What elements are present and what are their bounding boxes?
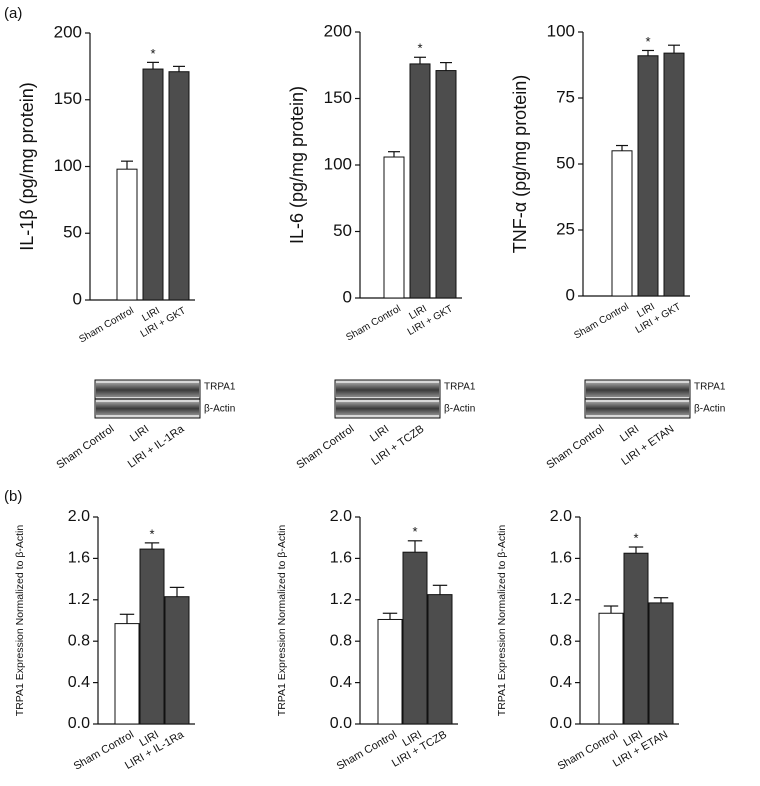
bar — [168, 71, 190, 301]
bar — [623, 552, 649, 725]
y-tick-label: 0.8 — [68, 632, 90, 649]
bar — [164, 596, 190, 725]
blot-category-label: LIRI — [128, 423, 151, 444]
blot-band-label: TRPA1 — [204, 382, 236, 393]
y-tick-label: 0.0 — [330, 715, 352, 732]
bar — [637, 55, 659, 297]
y-tick-label: 50 — [63, 223, 82, 242]
significance-mark: * — [633, 530, 638, 545]
significance-mark: * — [149, 526, 154, 541]
blot-category-label: LIRI — [368, 423, 391, 444]
bar — [598, 612, 624, 725]
y-tick-label: 0 — [566, 285, 575, 304]
y-axis-label: TNF-α (pg/mg protein) — [510, 75, 530, 253]
y-tick-label: 0.0 — [550, 715, 572, 732]
y-tick-label: 200 — [54, 22, 82, 41]
bar — [114, 623, 140, 725]
y-tick-label: 25 — [556, 219, 575, 238]
y-tick-label: 0.8 — [550, 632, 572, 649]
bar — [142, 68, 164, 301]
blot-category-label: Sham Control — [544, 423, 606, 471]
significance-mark: * — [150, 46, 155, 61]
bar — [648, 602, 674, 725]
blot-category-label: Sham Control — [294, 423, 356, 471]
y-tick-label: 0.4 — [330, 674, 352, 691]
y-axis-label: IL-1β (pg/mg protein) — [17, 82, 37, 250]
blot-band — [586, 383, 689, 397]
y-tick-label: 2.0 — [68, 508, 90, 525]
y-tick-label: 150 — [324, 88, 352, 107]
significance-mark: * — [417, 41, 422, 56]
bar — [435, 70, 457, 299]
x-tick-label: Sham Control — [77, 305, 135, 345]
bar — [409, 63, 431, 299]
y-tick-label: 0.4 — [550, 674, 572, 691]
bar — [427, 594, 453, 725]
x-tick-label: Sham Control — [556, 729, 620, 773]
y-tick-label: 1.2 — [330, 591, 352, 608]
bar — [383, 156, 405, 299]
y-tick-label: 0 — [343, 287, 352, 306]
y-axis-label: TRPA1 Expression Normalized to β-Actin — [14, 525, 26, 717]
y-tick-label: 50 — [556, 153, 575, 172]
blot-band-label: β-Actin — [444, 404, 475, 415]
blot-band-label: β-Actin — [204, 404, 235, 415]
y-tick-label: 200 — [324, 21, 352, 40]
bar — [139, 548, 165, 725]
y-tick-label: 0 — [73, 289, 82, 308]
y-tick-label: 1.2 — [68, 591, 90, 608]
y-tick-label: 2.0 — [550, 508, 572, 525]
y-tick-label: 1.6 — [330, 550, 352, 567]
y-tick-label: 75 — [556, 87, 575, 106]
y-tick-label: 100 — [324, 154, 352, 173]
y-tick-label: 100 — [54, 156, 82, 175]
y-tick-label: 1.6 — [68, 550, 90, 567]
y-tick-label: 1.6 — [550, 550, 572, 567]
panel-label: (a) — [4, 5, 22, 22]
blot-band — [96, 402, 199, 415]
bar — [663, 52, 685, 297]
x-tick-label: Sham Control — [572, 301, 630, 341]
y-tick-label: 1.2 — [550, 591, 572, 608]
blot-band — [586, 402, 689, 415]
blot-category-label: Sham Control — [54, 423, 116, 471]
significance-mark: * — [645, 34, 650, 49]
blot-band-label: TRPA1 — [694, 382, 726, 393]
y-tick-label: 100 — [547, 21, 575, 40]
y-tick-label: 0.4 — [68, 674, 90, 691]
y-tick-label: 150 — [54, 89, 82, 108]
bar — [116, 168, 138, 301]
blot-band-label: TRPA1 — [444, 382, 476, 393]
y-tick-label: 2.0 — [330, 508, 352, 525]
y-tick-label: 0.8 — [330, 632, 352, 649]
blot-band — [336, 383, 439, 397]
y-axis-label: TRPA1 Expression Normalized to β-Actin — [276, 525, 288, 717]
panel-label: (b) — [4, 488, 22, 505]
blot-band — [96, 383, 199, 397]
y-axis-label: IL-6 (pg/mg protein) — [287, 86, 307, 244]
y-axis-label: TRPA1 Expression Normalized to β-Actin — [496, 525, 508, 717]
significance-mark: * — [412, 524, 417, 539]
y-tick-label: 0.0 — [68, 715, 90, 732]
y-tick-label: 50 — [333, 221, 352, 240]
x-tick-label: Sham Control — [344, 303, 402, 343]
bar — [402, 551, 428, 725]
blot-category-label: LIRI — [618, 423, 641, 444]
bar — [611, 150, 633, 297]
blot-band — [336, 402, 439, 415]
blot-band-label: β-Actin — [694, 404, 725, 415]
bar — [377, 618, 403, 725]
x-tick-label: Sham Control — [335, 729, 399, 773]
